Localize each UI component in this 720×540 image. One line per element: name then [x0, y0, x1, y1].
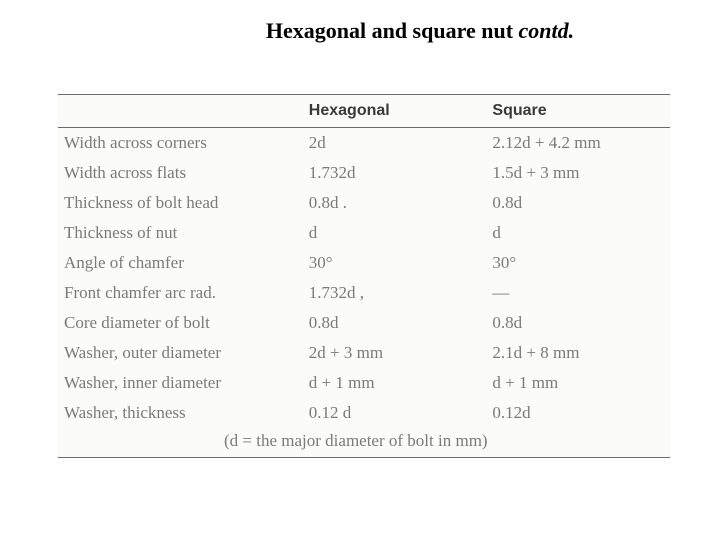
- col-header-property: [58, 95, 303, 128]
- square-value: d + 1 mm: [486, 368, 670, 398]
- nut-dimensions-table-container: Hexagonal Square Width across corners2d2…: [58, 94, 670, 458]
- hexagonal-value: 0.8d: [303, 308, 487, 338]
- col-header-square: Square: [486, 95, 670, 128]
- property-label: Core diameter of bolt: [58, 308, 303, 338]
- table-row: Width across flats1.732d1.5d + 3 mm: [58, 158, 670, 188]
- table-body: Width across corners2d2.12d + 4.2 mmWidt…: [58, 128, 670, 458]
- title-suffix: contd.: [519, 18, 575, 43]
- property-label: Thickness of bolt head: [58, 188, 303, 218]
- footnote-row: (d = the major diameter of bolt in mm): [58, 428, 670, 458]
- page-title: Hexagonal and square nut contd.: [0, 0, 720, 94]
- hexagonal-value: d + 1 mm: [303, 368, 487, 398]
- footnote: (d = the major diameter of bolt in mm): [58, 428, 670, 458]
- col-header-hexagonal: Hexagonal: [303, 95, 487, 128]
- hexagonal-value: 2d + 3 mm: [303, 338, 487, 368]
- title-prefix: Hexagonal and square nut: [266, 18, 519, 43]
- property-label: Width across flats: [58, 158, 303, 188]
- hexagonal-value: 0.8d .: [303, 188, 487, 218]
- hexagonal-value: 0.12 d: [303, 398, 487, 428]
- hexagonal-value: 2d: [303, 128, 487, 159]
- table-row: Thickness of nutdd: [58, 218, 670, 248]
- square-value: d: [486, 218, 670, 248]
- square-value: 2.1d + 8 mm: [486, 338, 670, 368]
- table-row: Washer, outer diameter2d + 3 mm2.1d + 8 …: [58, 338, 670, 368]
- square-value: 0.12d: [486, 398, 670, 428]
- property-label: Washer, inner diameter: [58, 368, 303, 398]
- table-row: Core diameter of bolt0.8d0.8d: [58, 308, 670, 338]
- table-header-row: Hexagonal Square: [58, 95, 670, 128]
- property-label: Washer, thickness: [58, 398, 303, 428]
- hexagonal-value: 30°: [303, 248, 487, 278]
- property-label: Thickness of nut: [58, 218, 303, 248]
- property-label: Angle of chamfer: [58, 248, 303, 278]
- property-label: Front chamfer arc rad.: [58, 278, 303, 308]
- square-value: 1.5d + 3 mm: [486, 158, 670, 188]
- hexagonal-value: 1.732d ,: [303, 278, 487, 308]
- table-row: Width across corners2d2.12d + 4.2 mm: [58, 128, 670, 159]
- square-value: —: [486, 278, 670, 308]
- square-value: 0.8d: [486, 188, 670, 218]
- table-row: Washer, inner diameterd + 1 mmd + 1 mm: [58, 368, 670, 398]
- table-row: Thickness of bolt head0.8d .0.8d: [58, 188, 670, 218]
- square-value: 2.12d + 4.2 mm: [486, 128, 670, 159]
- table-row: Angle of chamfer30°30°: [58, 248, 670, 278]
- square-value: 30°: [486, 248, 670, 278]
- property-label: Width across corners: [58, 128, 303, 159]
- table-row: Front chamfer arc rad.1.732d ,—: [58, 278, 670, 308]
- hexagonal-value: d: [303, 218, 487, 248]
- property-label: Washer, outer diameter: [58, 338, 303, 368]
- hexagonal-value: 1.732d: [303, 158, 487, 188]
- nut-dimensions-table: Hexagonal Square Width across corners2d2…: [58, 94, 670, 458]
- table-row: Washer, thickness0.12 d0.12d: [58, 398, 670, 428]
- square-value: 0.8d: [486, 308, 670, 338]
